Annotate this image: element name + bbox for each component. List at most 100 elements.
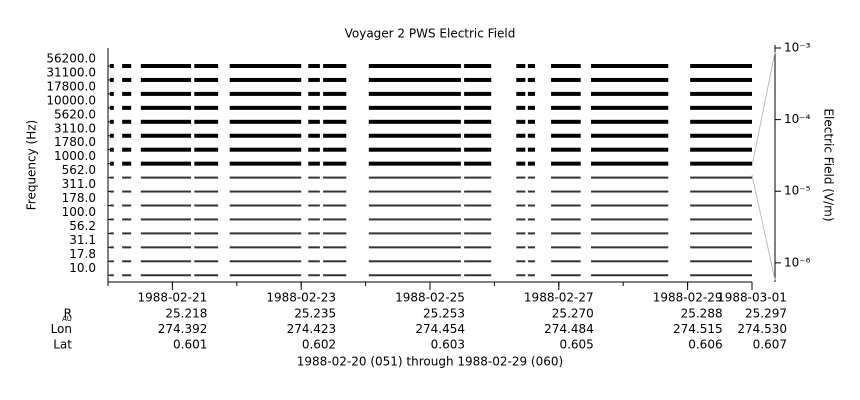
- channel-segment: [464, 204, 492, 207]
- channel-segment: [368, 218, 461, 221]
- channel-segment: [140, 64, 192, 68]
- y-tick-label: 10000.0: [46, 93, 96, 107]
- channel-segment: [551, 204, 581, 207]
- channel-segment: [109, 176, 114, 179]
- channel-segment: [122, 204, 132, 207]
- colorbar-tick-label: 10⁻³: [784, 41, 811, 55]
- channel-segment: [591, 190, 669, 193]
- channel-segment: [527, 274, 535, 277]
- ephemeris-value: 25.270: [552, 307, 594, 321]
- channel-segment: [122, 119, 132, 124]
- y-tick-label: 17800.0: [46, 79, 96, 93]
- channel-segment: [109, 204, 114, 207]
- channel-segment: [122, 190, 132, 193]
- channel-segment: [323, 218, 347, 221]
- x-tick-label: 1988-02-27: [524, 291, 594, 305]
- channel-segment: [516, 176, 526, 179]
- channel-segment: [308, 147, 320, 152]
- channel-segment: [551, 190, 581, 193]
- channel-segment: [109, 91, 114, 96]
- channel-segment: [323, 246, 347, 249]
- channel-segment: [194, 161, 219, 166]
- channel-segment: [122, 176, 132, 179]
- channel-segment: [194, 105, 219, 110]
- channel-segment: [464, 161, 492, 166]
- channel-segment: [516, 218, 526, 221]
- y-tick-label: 178.0: [62, 191, 96, 205]
- channel-segment: [368, 190, 461, 193]
- channel-segment: [194, 77, 219, 82]
- channel-segment: [140, 260, 192, 263]
- footer: 1988-02-20 (051) through 1988-02-29 (060…: [297, 355, 563, 369]
- channel-segment: [140, 91, 192, 96]
- channel-segment: [122, 218, 132, 221]
- channel-segment: [308, 204, 320, 207]
- channel-segment: [368, 77, 461, 82]
- channel-segment: [516, 64, 526, 68]
- channel-segment: [516, 274, 526, 277]
- channel-segment: [323, 91, 347, 96]
- channel-segment: [464, 274, 492, 277]
- channel-segment: [551, 218, 581, 221]
- channel-segment: [527, 204, 535, 207]
- y-tick-label: 311.0: [62, 177, 96, 191]
- colorbar-label: Electric Field (V/m): [822, 108, 836, 221]
- channel-segment: [690, 274, 752, 277]
- channel-segment: [323, 64, 347, 68]
- colorbar-tick-label: 10⁻⁶: [784, 255, 811, 269]
- channel-segment: [229, 274, 302, 277]
- channel-segment: [516, 204, 526, 207]
- channel-segment: [516, 190, 526, 193]
- colorbar-connector: [751, 174, 776, 281]
- channel-segment: [229, 246, 302, 249]
- channel-segment: [308, 161, 320, 166]
- channel-segment: [527, 77, 535, 82]
- channel-segment: [591, 119, 669, 124]
- channel-segment: [194, 204, 219, 207]
- channel-segment: [229, 105, 302, 110]
- ephemeris-label: Lat: [53, 338, 72, 352]
- channel-segment: [591, 246, 669, 249]
- channel-segment: [323, 260, 347, 263]
- channel-segment: [194, 232, 219, 235]
- channel-segment: [194, 246, 219, 249]
- channel-segment: [591, 232, 669, 235]
- channel-segment: [122, 133, 132, 138]
- channel-segment: [140, 232, 192, 235]
- y-tick-label: 562.0: [62, 163, 96, 177]
- channel-segment: [194, 176, 219, 179]
- channel-segment: [109, 190, 114, 193]
- channel-segment: [527, 260, 535, 263]
- channel-segment: [516, 232, 526, 235]
- channel-segment: [368, 91, 461, 96]
- channel-segment: [368, 64, 461, 68]
- channel-segment: [551, 274, 581, 277]
- channel-segment: [690, 176, 752, 179]
- y-tick-label: 1780.0: [54, 135, 96, 149]
- ephemeris-value: 25.218: [165, 307, 207, 321]
- channel-segment: [323, 176, 347, 179]
- channel-segment: [323, 190, 347, 193]
- channel-segment: [122, 246, 132, 249]
- channel-segment: [527, 119, 535, 124]
- channel-segment: [690, 161, 752, 166]
- channel-segment: [690, 218, 752, 221]
- ephemeris-value: 0.603: [431, 338, 465, 352]
- channel-segment: [690, 246, 752, 249]
- channel-segment: [109, 77, 114, 82]
- channel-segment: [368, 246, 461, 249]
- channel-segment: [109, 246, 114, 249]
- colorbar-tick-label: 10⁻⁴: [784, 112, 811, 126]
- channel-segment: [308, 77, 320, 82]
- channel-segment: [690, 64, 752, 68]
- channel-segment: [527, 218, 535, 221]
- channel-segment: [527, 147, 535, 152]
- channel-segment: [229, 204, 302, 207]
- channel-segment: [368, 133, 461, 138]
- channel-segment: [368, 232, 461, 235]
- channel-segment: [516, 133, 526, 138]
- ephemeris-value: 0.607: [753, 338, 787, 352]
- channel-segment: [527, 176, 535, 179]
- channel-segment: [516, 77, 526, 82]
- channel-segment: [109, 274, 114, 277]
